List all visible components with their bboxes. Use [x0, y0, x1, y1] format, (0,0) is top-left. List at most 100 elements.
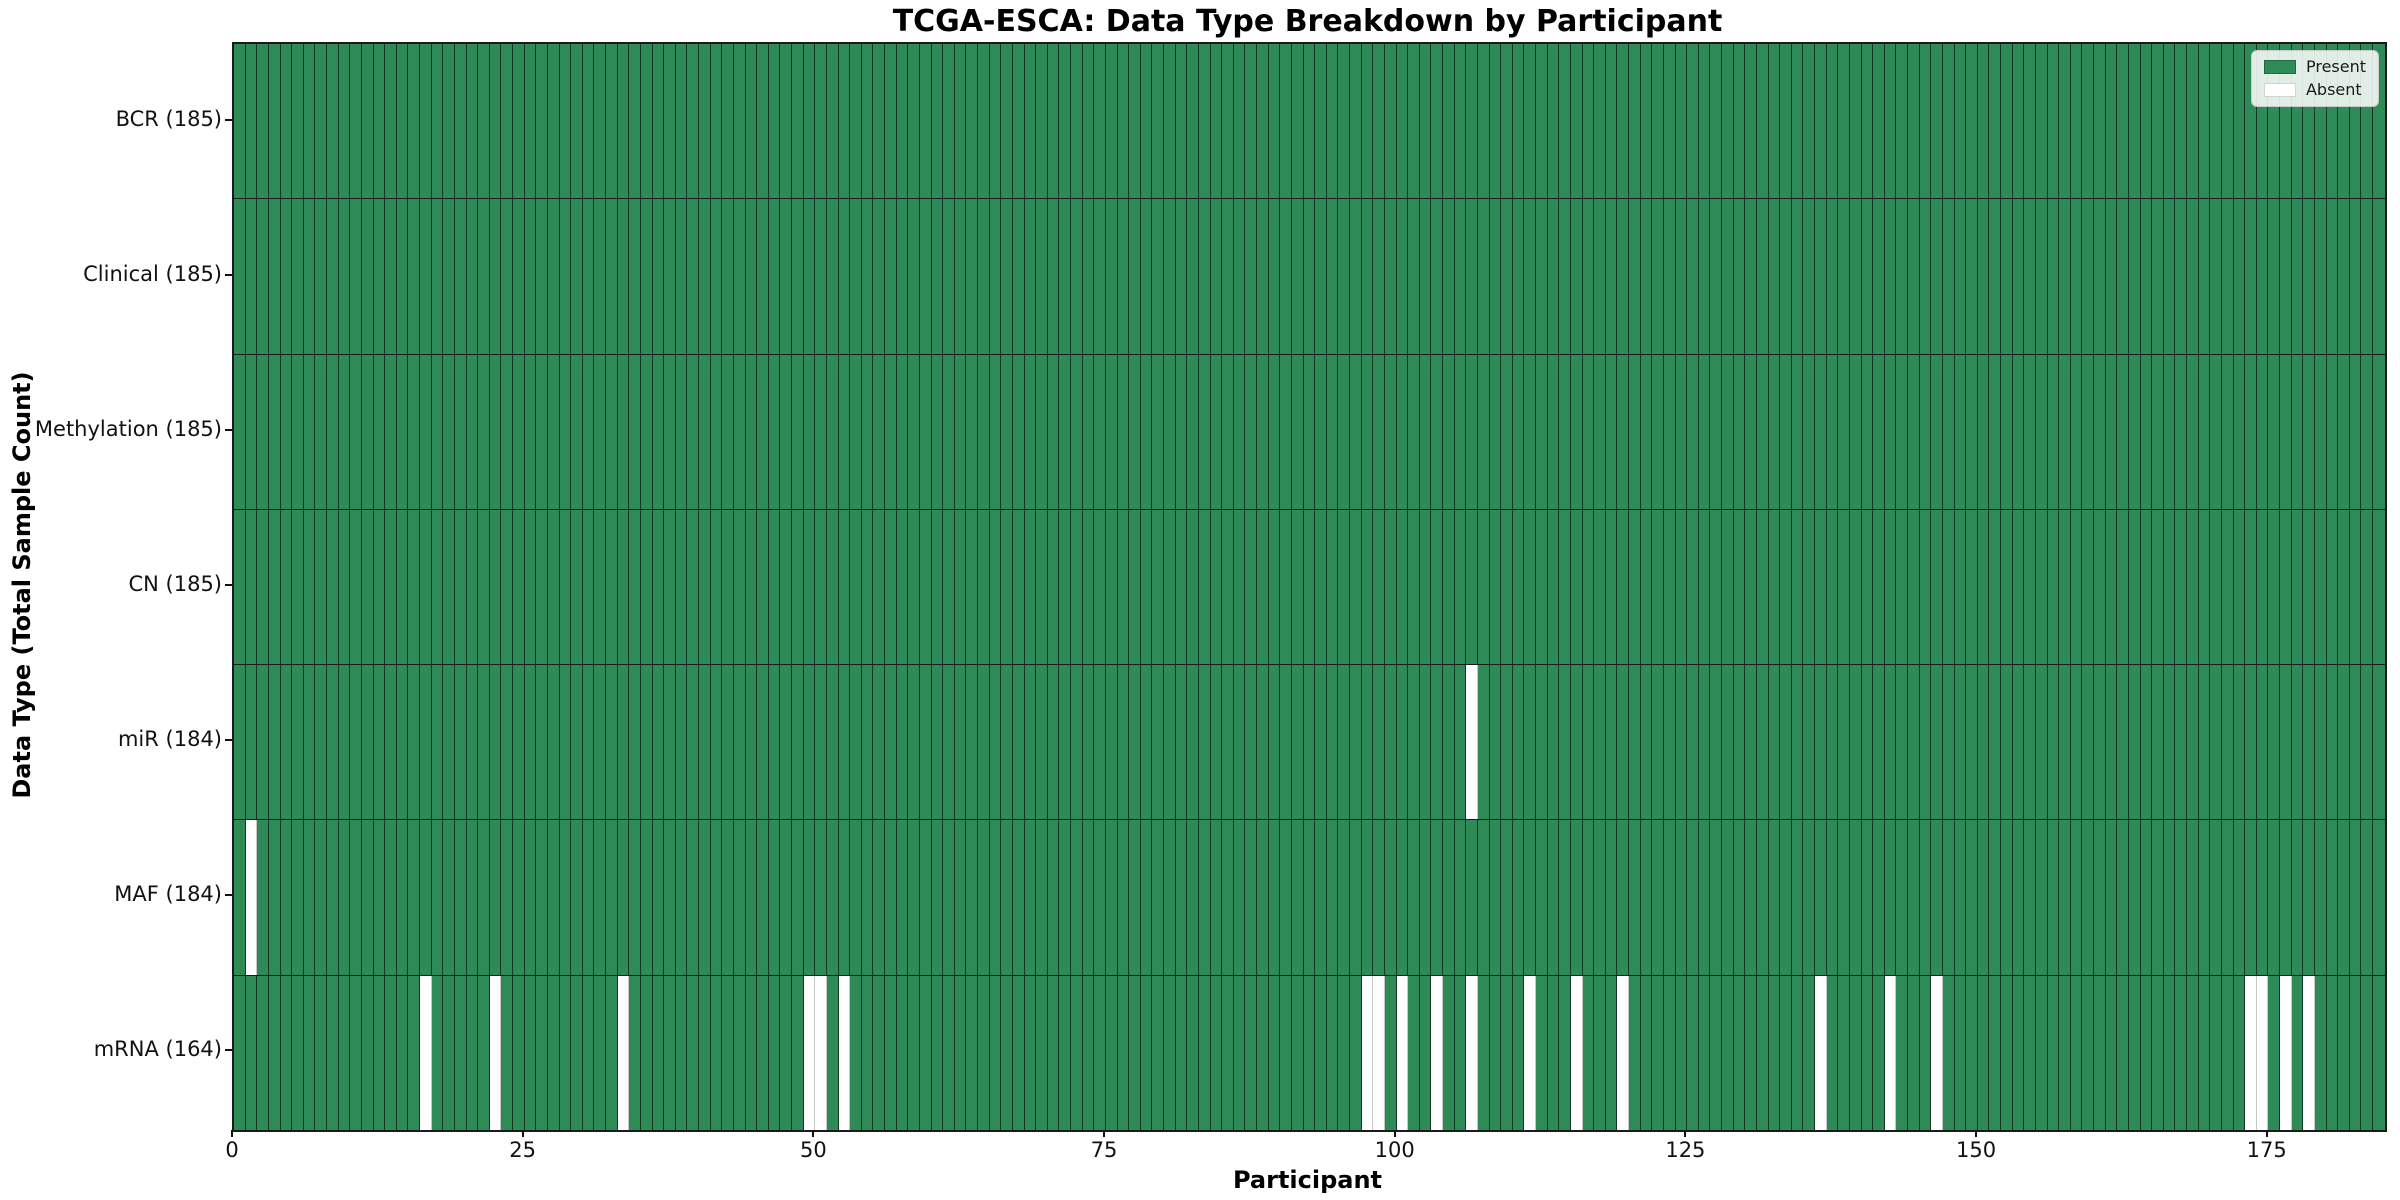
cell-present [1245, 509, 1257, 665]
cell-absent [838, 975, 851, 1130]
cell-present [908, 354, 920, 509]
cell-present [1117, 44, 1130, 199]
cell-present [815, 665, 827, 820]
cell-present [1222, 665, 1234, 820]
cell-present [1826, 509, 1839, 665]
cell-present [2268, 820, 2280, 975]
cell-present [780, 354, 792, 509]
cell-present [408, 354, 420, 509]
cell-present [559, 354, 572, 509]
cell-present [966, 820, 978, 975]
cell-absent [489, 975, 502, 1130]
cell-present [1524, 665, 1536, 820]
cell-present [1536, 44, 1548, 199]
cell-present [1942, 44, 1955, 199]
cell-present [466, 199, 479, 354]
cell-present [338, 199, 351, 354]
cell-present [606, 354, 618, 509]
cell-present [2094, 820, 2106, 975]
cell-present [2163, 354, 2176, 509]
cell-present [1687, 665, 1699, 820]
cell-present [1047, 665, 1060, 820]
cell-present [1768, 354, 1781, 509]
cell-present [873, 354, 885, 509]
cell-present [1791, 975, 1804, 1130]
cell-present [2082, 820, 2094, 975]
cell-present [2047, 509, 2060, 665]
cell-present [1047, 820, 1060, 975]
cell-absent [2245, 975, 2257, 1130]
cell-present [2094, 975, 2106, 1130]
cell-present [1815, 820, 1827, 975]
cell-present [489, 354, 502, 509]
cell-present [1454, 199, 1467, 354]
cell-present [1071, 665, 1083, 820]
cell-present [640, 820, 653, 975]
cell-present [722, 820, 734, 975]
cell-present [931, 509, 944, 665]
cell-present [1733, 820, 1746, 975]
cell-present [1826, 665, 1839, 820]
cell-present [978, 820, 990, 975]
cell-present [385, 354, 397, 509]
cell-present [675, 820, 688, 975]
cell-present [1768, 975, 1781, 1130]
cell-present [1291, 665, 1304, 820]
cell-present [2245, 820, 2257, 975]
cell-present [826, 820, 839, 975]
cell-absent [245, 820, 258, 975]
cell-present [1175, 665, 1188, 820]
cell-present [1268, 975, 1281, 1130]
cell-present [2163, 665, 2176, 820]
cell-present [338, 665, 351, 820]
cell-present [2012, 354, 2025, 509]
cell-present [1605, 975, 1618, 1130]
cell-present [1361, 665, 1374, 820]
cell-present [1849, 354, 1862, 509]
cell-present [1210, 665, 1223, 820]
cell-present [1884, 509, 1897, 665]
cell-present [1524, 354, 1536, 509]
cell-present [1919, 199, 1932, 354]
cell-present [1652, 354, 1664, 509]
cell-present [1024, 509, 1037, 665]
cell-present [617, 199, 630, 354]
cell-present [2035, 354, 2048, 509]
cell-present [780, 975, 792, 1130]
cell-present [687, 199, 699, 354]
cell-present [1129, 44, 1141, 199]
cell-present [1175, 354, 1188, 509]
cell-present [478, 44, 490, 199]
cell-present [2001, 820, 2013, 975]
cell-present [1559, 820, 1571, 975]
cell-present [2256, 354, 2269, 509]
cell-present [1291, 975, 1304, 1130]
cell-present [1036, 665, 1048, 820]
cell-present [1547, 820, 1560, 975]
cell-present [2024, 665, 2036, 820]
cell-present [2059, 975, 2071, 1130]
y-tick-mark [225, 739, 232, 742]
cell-present [1012, 975, 1025, 1130]
cell-present [1082, 509, 1095, 665]
cell-present [885, 665, 897, 820]
legend: Present Absent [2250, 50, 2379, 107]
cell-present [2221, 354, 2234, 509]
cell-present [1419, 354, 1432, 509]
cell-present [2105, 354, 2118, 509]
cell-present [1047, 199, 1060, 354]
cell-present [1989, 199, 2001, 354]
cell-present [1966, 820, 1978, 975]
cell-present [1512, 509, 1525, 665]
cell-present [1756, 44, 1769, 199]
cell-present [1129, 199, 1141, 354]
cell-present [547, 975, 560, 1130]
cell-present [582, 820, 595, 975]
cell-present [803, 354, 816, 509]
cell-present [826, 665, 839, 820]
cell-present [361, 44, 374, 199]
cell-present [2210, 665, 2222, 820]
cell-present [1257, 199, 1269, 354]
cell-present [1210, 820, 1223, 975]
cell-present [1431, 665, 1443, 820]
